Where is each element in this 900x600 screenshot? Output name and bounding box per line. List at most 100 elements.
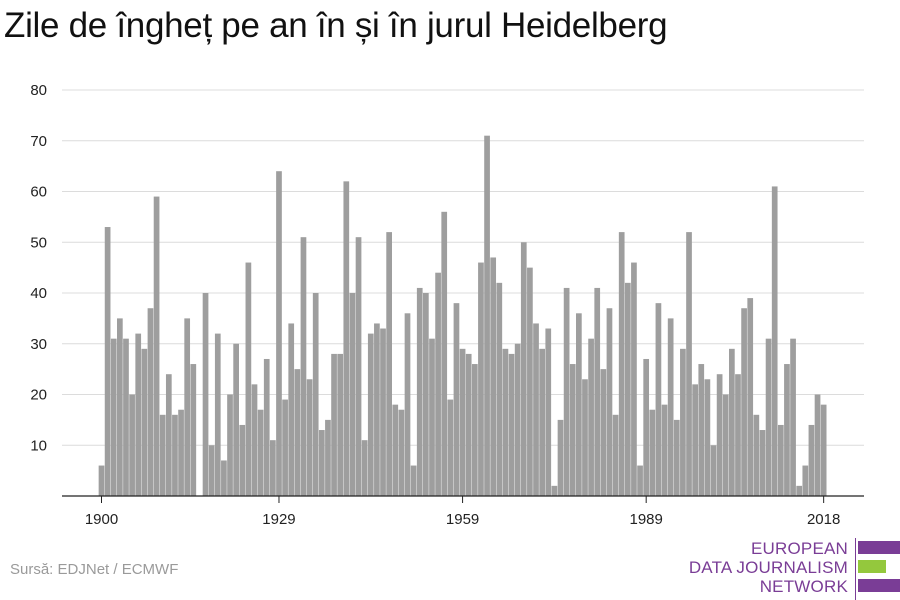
bar-1933[interactable] [300,237,307,496]
bar-2010[interactable] [771,186,778,496]
bar-1956[interactable] [441,211,448,497]
bar-1969[interactable] [520,242,527,496]
bar-1900[interactable] [98,465,105,496]
bar-1921[interactable] [227,394,233,497]
bar-2014[interactable] [796,485,803,496]
bar-1971[interactable] [533,323,539,496]
bar-1940[interactable] [343,181,350,496]
bar-1965[interactable] [496,282,503,496]
bar-2018[interactable] [820,404,827,496]
bar-1936[interactable] [318,430,325,496]
bar-1977[interactable] [569,364,576,496]
bar-2013[interactable] [790,338,796,496]
bar-2017[interactable] [814,394,821,497]
bar-1993[interactable] [667,318,674,497]
bar-1920[interactable] [221,460,227,496]
bar-1959[interactable] [459,348,466,496]
bar-1910[interactable] [159,414,166,496]
bar-1917[interactable] [202,293,209,496]
bar-2003[interactable] [729,348,735,496]
bar-1912[interactable] [172,414,178,496]
bar-1949[interactable] [398,409,405,496]
bar-1913[interactable] [178,409,184,496]
bar-1980[interactable] [588,338,594,496]
bar-1926[interactable] [257,409,264,496]
bar-1908[interactable] [147,308,154,496]
bar-1964[interactable] [490,257,497,496]
bar-1961[interactable] [471,364,478,496]
bar-1972[interactable] [539,348,545,496]
bar-1960[interactable] [465,353,472,496]
bar-1906[interactable] [135,333,142,496]
bar-1995[interactable] [680,348,686,496]
bar-1958[interactable] [453,303,460,496]
bar-1935[interactable] [312,293,319,496]
bar-1950[interactable] [404,313,411,496]
bar-1997[interactable] [692,384,698,496]
bar-1966[interactable] [502,348,509,496]
bar-1946[interactable] [380,328,386,496]
bar-1934[interactable] [306,379,313,496]
bar-1989[interactable] [643,358,650,496]
bar-1999[interactable] [704,379,711,496]
bar-1988[interactable] [637,465,643,496]
bar-1922[interactable] [233,343,239,496]
bar-1925[interactable] [251,384,258,496]
bar-1901[interactable] [104,227,111,496]
bar-1979[interactable] [582,379,588,496]
bar-1904[interactable] [123,338,129,496]
bar-1927[interactable] [263,358,270,496]
bar-1943[interactable] [361,440,368,496]
bar-1976[interactable] [563,287,570,496]
bar-1909[interactable] [153,196,160,496]
bar-2007[interactable] [753,414,760,496]
bar-1905[interactable] [129,394,135,497]
bar-2002[interactable] [722,394,729,497]
bar-1985[interactable] [618,232,625,496]
bar-1963[interactable] [484,135,490,496]
bar-1947[interactable] [386,232,392,496]
bar-1957[interactable] [447,399,454,496]
bar-1924[interactable] [245,262,252,496]
bar-1930[interactable] [282,399,288,496]
bar-1938[interactable] [331,353,337,496]
bar-1975[interactable] [557,419,564,497]
bar-1951[interactable] [410,465,417,496]
bar-1903[interactable] [117,318,123,497]
bar-1978[interactable] [576,313,582,496]
bar-1981[interactable] [594,287,601,496]
bar-1955[interactable] [435,272,441,496]
bar-1998[interactable] [698,364,705,496]
bar-1923[interactable] [239,424,246,496]
bar-1953[interactable] [423,293,429,496]
bar-2015[interactable] [802,465,809,496]
bar-1902[interactable] [110,338,117,496]
bar-1919[interactable] [214,333,221,496]
bar-1928[interactable] [270,440,276,496]
bar-1915[interactable] [190,364,197,496]
bar-2000[interactable] [710,445,717,496]
bar-1991[interactable] [655,303,662,496]
bar-2016[interactable] [808,424,815,496]
bar-1967[interactable] [508,353,515,496]
bar-2001[interactable] [716,374,723,496]
bar-1982[interactable] [600,369,607,497]
bar-1970[interactable] [527,267,533,497]
bar-2006[interactable] [747,298,754,496]
bar-1986[interactable] [624,282,631,496]
bar-2004[interactable] [735,374,741,496]
edjnet-logo[interactable]: EUROPEAN DATA JOURNALISM NETWORK [689,538,900,600]
bar-1932[interactable] [294,369,301,497]
bar-1968[interactable] [514,343,521,496]
bar-1996[interactable] [686,232,692,496]
bar-1983[interactable] [606,308,613,496]
bar-1990[interactable] [649,409,656,496]
bar-1994[interactable] [673,419,680,497]
bar-1944[interactable] [367,333,374,496]
bar-1907[interactable] [141,348,148,496]
bar-1974[interactable] [551,485,558,496]
bar-1941[interactable] [349,293,356,496]
bar-1918[interactable] [208,445,215,496]
bar-2005[interactable] [741,308,747,496]
bar-1931[interactable] [288,323,295,496]
